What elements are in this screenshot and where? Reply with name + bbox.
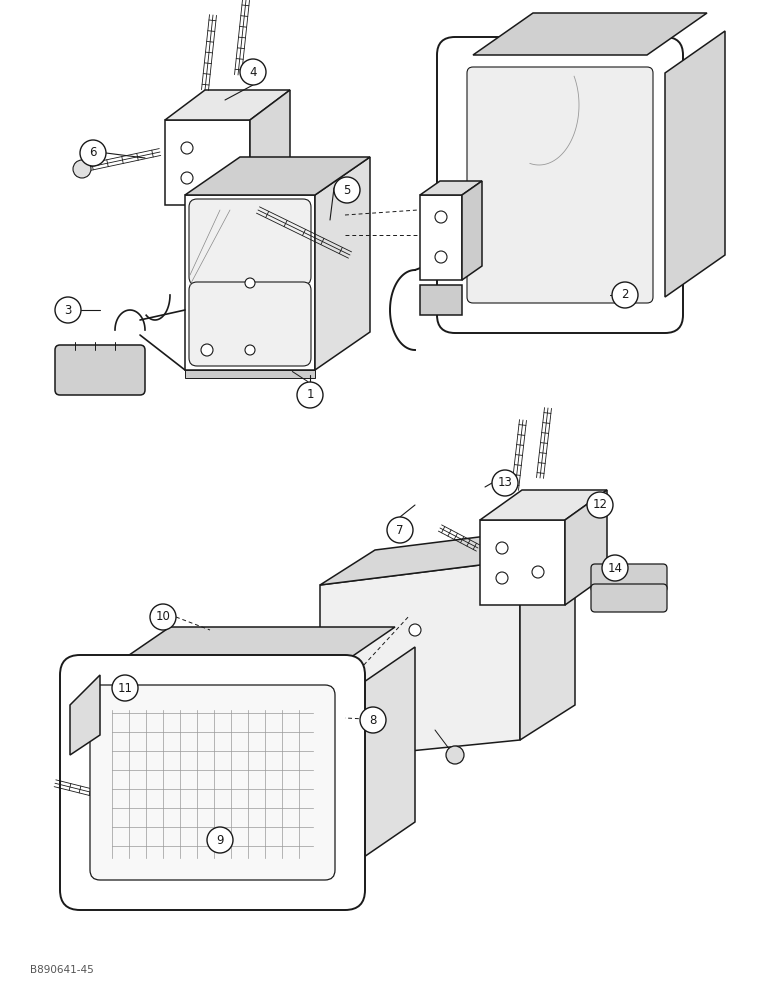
Polygon shape	[665, 31, 725, 297]
Text: 4: 4	[249, 66, 257, 79]
Text: 12: 12	[592, 498, 608, 512]
Circle shape	[245, 345, 255, 355]
FancyBboxPatch shape	[189, 199, 311, 285]
Circle shape	[532, 566, 544, 578]
FancyBboxPatch shape	[467, 67, 653, 303]
Text: 1: 1	[306, 388, 313, 401]
Polygon shape	[480, 490, 607, 520]
Circle shape	[181, 142, 193, 154]
Circle shape	[409, 624, 421, 636]
Circle shape	[496, 572, 508, 584]
Circle shape	[334, 177, 360, 203]
Polygon shape	[420, 181, 482, 195]
Circle shape	[435, 251, 447, 263]
Polygon shape	[462, 181, 482, 280]
Polygon shape	[420, 195, 462, 280]
Polygon shape	[315, 157, 370, 370]
Polygon shape	[420, 285, 462, 315]
FancyBboxPatch shape	[189, 282, 311, 366]
Text: B890641-45: B890641-45	[30, 965, 93, 975]
Circle shape	[207, 827, 233, 853]
FancyBboxPatch shape	[90, 685, 335, 880]
Circle shape	[435, 211, 447, 223]
Text: 14: 14	[608, 562, 622, 574]
Polygon shape	[320, 525, 575, 585]
Text: 11: 11	[117, 682, 133, 694]
Circle shape	[602, 555, 628, 581]
Circle shape	[446, 746, 464, 764]
Text: 2: 2	[621, 288, 628, 302]
FancyBboxPatch shape	[60, 655, 365, 910]
Text: 10: 10	[156, 610, 171, 624]
Circle shape	[496, 542, 508, 554]
Polygon shape	[185, 157, 370, 195]
Circle shape	[55, 297, 81, 323]
Circle shape	[150, 604, 176, 630]
Circle shape	[245, 278, 255, 288]
Polygon shape	[165, 90, 290, 120]
Circle shape	[80, 140, 106, 166]
Circle shape	[587, 492, 613, 518]
Text: 5: 5	[344, 184, 350, 196]
Polygon shape	[520, 525, 575, 740]
Polygon shape	[345, 647, 415, 870]
FancyBboxPatch shape	[591, 584, 667, 612]
Polygon shape	[185, 195, 315, 370]
Circle shape	[360, 707, 386, 733]
Text: 3: 3	[64, 304, 72, 316]
Text: 6: 6	[90, 146, 96, 159]
Circle shape	[612, 282, 638, 308]
Circle shape	[73, 160, 91, 178]
Polygon shape	[473, 13, 707, 55]
FancyBboxPatch shape	[55, 345, 145, 395]
Text: 13: 13	[498, 477, 513, 489]
Polygon shape	[185, 370, 315, 378]
FancyBboxPatch shape	[437, 37, 683, 333]
Circle shape	[492, 470, 518, 496]
Polygon shape	[100, 627, 395, 675]
Circle shape	[112, 675, 138, 701]
Polygon shape	[70, 675, 100, 755]
Polygon shape	[565, 490, 607, 605]
Circle shape	[387, 517, 413, 543]
Polygon shape	[250, 90, 290, 205]
Polygon shape	[480, 520, 565, 605]
Circle shape	[181, 172, 193, 184]
Circle shape	[297, 382, 323, 408]
Circle shape	[201, 344, 213, 356]
Polygon shape	[165, 120, 250, 205]
Text: 9: 9	[216, 834, 224, 846]
Polygon shape	[320, 560, 520, 760]
Circle shape	[240, 59, 266, 85]
FancyBboxPatch shape	[591, 564, 667, 592]
Text: 8: 8	[369, 714, 377, 726]
Text: 7: 7	[396, 524, 404, 536]
